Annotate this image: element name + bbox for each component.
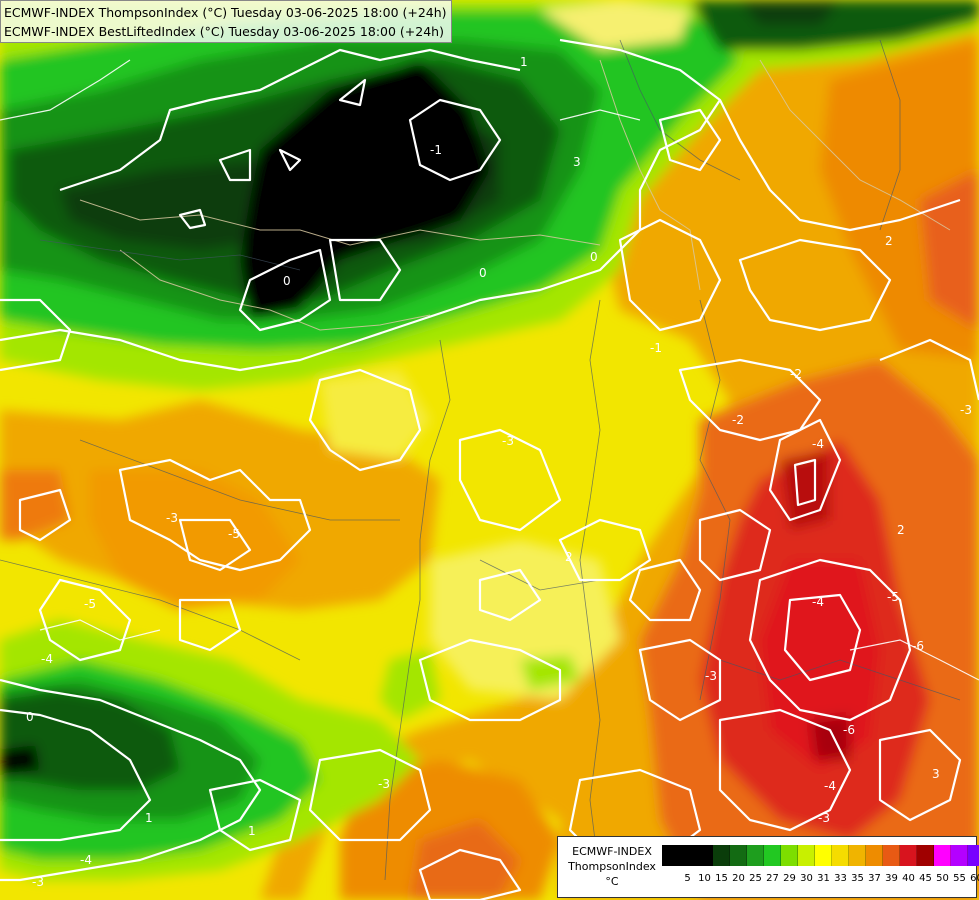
- legend-unit: °C: [605, 875, 619, 888]
- iso-label: 1: [248, 824, 256, 838]
- legend-swatch: [730, 845, 747, 866]
- title-line-best-lifted-index: ECMWF-INDEX BestLiftedIndex (°C) Tuesday…: [4, 24, 444, 39]
- legend-swatch: [815, 845, 832, 866]
- best-lifted-index-isolines-thin: [0, 59, 979, 681]
- iso-label: 0: [590, 250, 598, 264]
- legend-tick-label: 35: [851, 873, 864, 884]
- iso-label: -3: [502, 434, 514, 448]
- iso-label: 0: [283, 274, 291, 288]
- iso-label: 3: [573, 155, 581, 169]
- iso-label: 2: [897, 523, 905, 537]
- legend-swatch: [900, 845, 917, 866]
- legend-tick-label: 20: [732, 873, 745, 884]
- iso-label: 1: [520, 55, 528, 69]
- legend-tick-label: 15: [715, 873, 728, 884]
- iso-label: -3: [705, 669, 717, 683]
- legend-tick-label: 31: [817, 873, 830, 884]
- iso-label: -3: [166, 511, 178, 525]
- legend-caption: ECMWF-INDEX ThompsonIndex °C: [564, 844, 660, 889]
- legend-tick-label: 29: [783, 873, 796, 884]
- iso-label: -4: [80, 853, 92, 867]
- legend-model: ECMWF-INDEX: [572, 845, 652, 858]
- legend-swatch: [662, 845, 679, 866]
- iso-label: 1: [145, 811, 153, 825]
- legend-tick-label: 27: [766, 873, 779, 884]
- legend-tick-label: 40: [902, 873, 915, 884]
- iso-label: -5: [228, 527, 240, 541]
- legend-swatch: [883, 845, 900, 866]
- legend-tick-label: 33: [834, 873, 847, 884]
- legend-tick-label: 60: [970, 873, 979, 884]
- legend-tick-label: 5: [684, 873, 691, 884]
- legend-swatch: [798, 845, 815, 866]
- iso-label: -1: [650, 341, 662, 355]
- color-legend: ECMWF-INDEX ThompsonIndex °C 5 10 15 20 25 27…: [557, 836, 979, 898]
- legend-swatch: [968, 845, 979, 866]
- iso-label: -3: [32, 875, 44, 889]
- legend-swatch: [866, 845, 883, 866]
- legend-swatch: [713, 845, 730, 866]
- legend-tick-label: 55: [953, 873, 966, 884]
- iso-label: -3: [378, 777, 390, 791]
- legend-swatch: [764, 845, 781, 866]
- rivers-and-coast: [0, 39, 961, 881]
- legend-tick-label: 45: [919, 873, 932, 884]
- legend-ticks: 5 10 15 20 25 27 29 30 31 33 35 37 39 40 45 50 55 60: [679, 873, 979, 884]
- legend-swatch: [747, 845, 764, 866]
- iso-label: 2: [885, 234, 893, 248]
- legend-tick-label: 30: [800, 873, 813, 884]
- iso-label: -6: [912, 639, 924, 653]
- legend-swatch: [849, 845, 866, 866]
- iso-label: 2: [565, 550, 573, 564]
- legend-swatches: [662, 845, 979, 866]
- isoline-labels: 1 -1 3 0 0 0 -2 -3 2 -2 2 -4 2 -4 -3 -5 …: [26, 55, 972, 889]
- legend-tick-label: 39: [885, 873, 898, 884]
- iso-label: -3: [818, 811, 830, 825]
- map-title: ECMWF-INDEX ThompsonIndex (°C) Tuesday 0…: [0, 0, 452, 43]
- iso-label: -4: [812, 437, 824, 451]
- iso-label: -4: [812, 595, 824, 609]
- iso-label: -2: [790, 367, 802, 381]
- iso-label: 3: [932, 767, 940, 781]
- iso-label: 0: [26, 710, 34, 724]
- legend-tick-label: 10: [698, 873, 711, 884]
- legend-swatch: [951, 845, 968, 866]
- legend-tick-label: 37: [868, 873, 881, 884]
- country-borders: [79, 59, 951, 331]
- legend-tick-label: 50: [936, 873, 949, 884]
- legend-swatch: [679, 845, 696, 866]
- iso-label: -1: [430, 143, 442, 157]
- iso-label: 0: [479, 266, 487, 280]
- iso-label: -5: [887, 590, 899, 604]
- legend-swatch: [781, 845, 798, 866]
- iso-label: -3: [960, 403, 972, 417]
- legend-swatch: [696, 845, 713, 866]
- iso-label: -5: [84, 597, 96, 611]
- legend-tick-label: 25: [749, 873, 762, 884]
- iso-label: -4: [41, 652, 53, 666]
- legend-parameter: ThompsonIndex: [568, 860, 656, 873]
- legend-swatch: [934, 845, 951, 866]
- legend-swatch: [832, 845, 849, 866]
- iso-label: -6: [843, 723, 855, 737]
- iso-label: -2: [732, 413, 744, 427]
- iso-label: -4: [824, 779, 836, 793]
- legend-swatch: [917, 845, 934, 866]
- title-line-thompson-index: ECMWF-INDEX ThompsonIndex (°C) Tuesday 0…: [4, 5, 447, 20]
